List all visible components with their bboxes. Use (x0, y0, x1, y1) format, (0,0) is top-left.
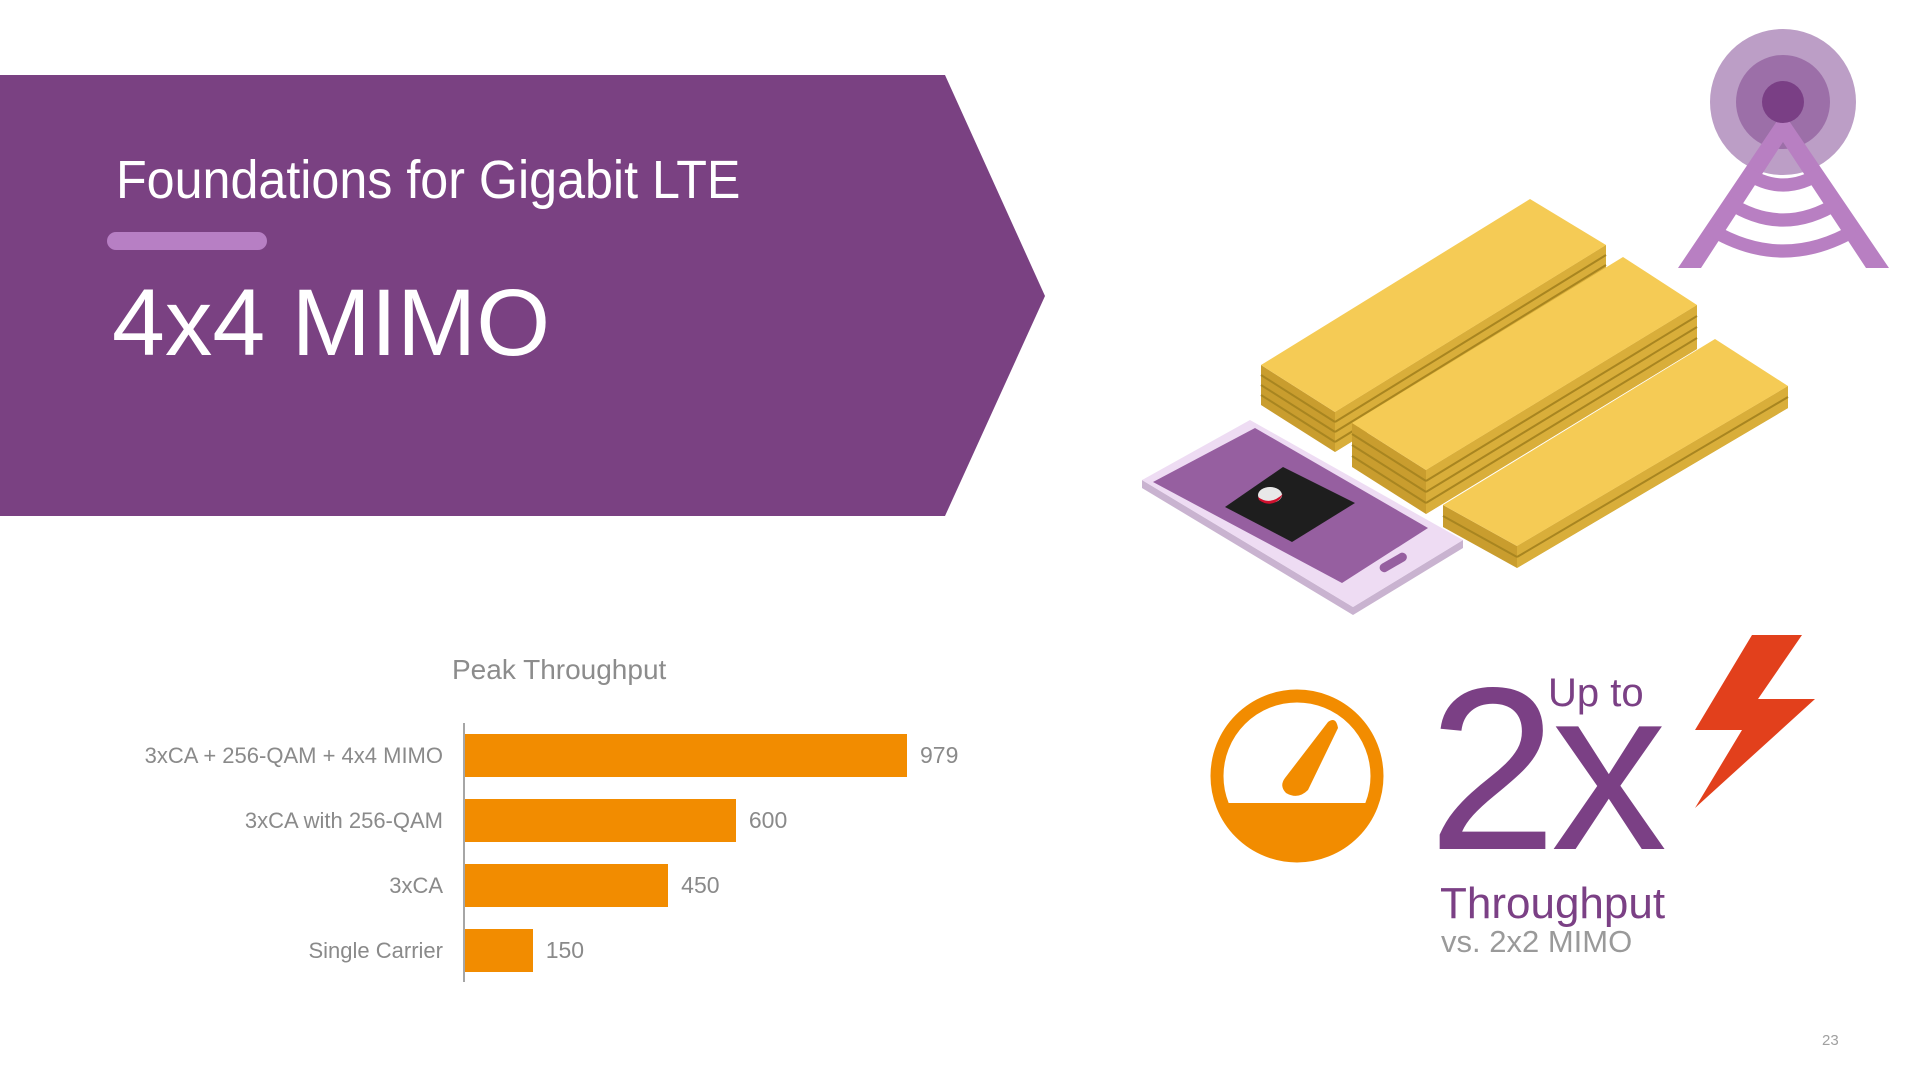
accent-divider (107, 232, 267, 250)
chart-axis-line (463, 723, 465, 982)
bar (465, 734, 908, 777)
multiplier-value: 2x (1428, 640, 1667, 899)
bar (465, 929, 533, 972)
stacked-spectrum-slabs-icon (1260, 199, 1789, 568)
slide-title: 4x4 MIMO (112, 270, 551, 376)
bar (465, 864, 669, 907)
multiplier-prefix: Up to (1548, 671, 1644, 715)
bar-value-label: 979 (920, 742, 959, 768)
callout-metric: Throughput (1440, 879, 1666, 928)
bar (465, 799, 736, 842)
cell-tower-icon (1678, 29, 1889, 268)
lightning-bolt-icon (1695, 635, 1815, 808)
page-number: 23 (1822, 1032, 1839, 1049)
slide-kicker: Foundations for Gigabit LTE (116, 150, 741, 210)
bar-value-label: 150 (545, 937, 585, 963)
bar-row: 3xCA with 256-QAM 600 (0, 799, 1100, 842)
bar-row: 3xCA 450 (0, 864, 1100, 907)
bar-value-label: 600 (748, 807, 788, 833)
home-button (1379, 552, 1407, 573)
bar-row: Single Carrier 150 (0, 929, 1100, 972)
speedometer-icon (1210, 689, 1384, 863)
bar-row: 3xCA + 256-QAM + 4x4 MIMO 979 (0, 734, 1100, 777)
bar-value-label: 450 (681, 872, 720, 898)
bar-category-label: 3xCA (389, 873, 443, 898)
bar-category-label: Single Carrier (308, 938, 444, 963)
chip-icon (1225, 467, 1355, 542)
bar-category-label: 3xCA with 256-QAM (244, 808, 443, 833)
smartphone-with-chip-icon (1142, 420, 1463, 615)
bar-category-label: 3xCA + 256-QAM + 4x4 MIMO (144, 743, 443, 768)
callout-comparison: vs. 2x2 MIMO (1441, 924, 1633, 959)
chart-title: Peak Throughput (452, 654, 667, 685)
